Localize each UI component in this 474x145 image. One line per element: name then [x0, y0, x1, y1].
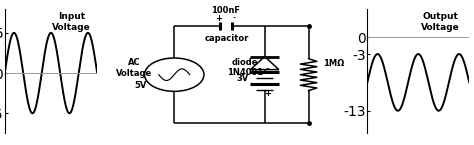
Text: +: +: [215, 14, 222, 23]
Text: +: +: [264, 89, 271, 98]
Text: -: -: [265, 64, 269, 74]
Text: 100nF: 100nF: [211, 6, 240, 15]
Text: Input
Voltage: Input Voltage: [52, 12, 91, 32]
Text: Output
Voltage: Output Voltage: [421, 12, 460, 32]
Text: capacitor: capacitor: [205, 34, 249, 43]
Text: 5V: 5V: [135, 81, 147, 90]
Text: AC
Voltage: AC Voltage: [116, 58, 152, 78]
Text: -: -: [232, 14, 235, 23]
Text: diode
1N4001: diode 1N4001: [227, 58, 264, 77]
Text: 3V: 3V: [237, 74, 249, 83]
Text: 1MΩ: 1MΩ: [323, 59, 344, 68]
